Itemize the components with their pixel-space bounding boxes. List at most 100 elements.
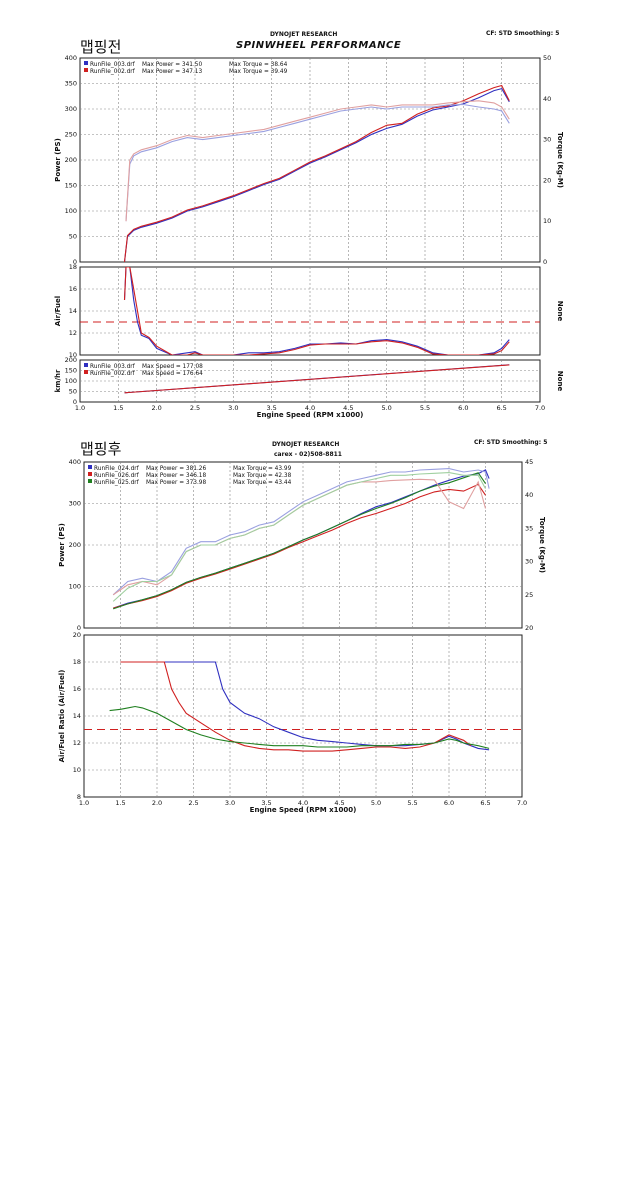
- legend-swatch: [84, 61, 88, 65]
- series-line-runfile-003-drf-torque: [125, 103, 510, 222]
- y-right-tick-label: 40: [525, 491, 533, 499]
- legend-name: RunFile_026.drf: [94, 473, 140, 479]
- y-tick-label: 14: [73, 712, 81, 720]
- y-tick-label: 16: [69, 285, 77, 293]
- legend-name: RunFile_025.drf: [94, 480, 140, 486]
- y-tick-label: 200: [69, 541, 81, 549]
- series-line-runfile-024-drf: [164, 661, 490, 751]
- x-tick-label: 3.0: [225, 799, 235, 807]
- y-tick-label: 400: [69, 458, 81, 466]
- x-tick-label: 4.0: [298, 799, 308, 807]
- chart-panel-bottom-power: [83, 461, 523, 629]
- series-line-runfile-003-drf-power: [123, 87, 510, 262]
- legend-max-power: Max Power = 373.98: [146, 480, 206, 486]
- legend-max-speed: Max Speed = 177.08: [142, 364, 203, 370]
- y-right-tick-label: 50: [543, 54, 551, 62]
- dynojet-header-bottom: DYNOJET RESEARCH: [272, 441, 340, 448]
- x-tick-label: 2.0: [151, 404, 161, 412]
- y-tick-label: 300: [65, 105, 77, 113]
- y-tick-label: 50: [69, 233, 77, 241]
- y-axis-label: Power (PS): [58, 523, 66, 567]
- y-tick-label: 400: [65, 54, 77, 62]
- legend-max-torque: Max Torque = 43.44: [233, 480, 292, 486]
- legend-name: RunFile_003.drf: [90, 62, 136, 68]
- y-tick-label: 50: [69, 388, 77, 396]
- y-tick-label: 0: [73, 398, 77, 406]
- chart-title-top: SPINWHEEL PERFORMANCE: [236, 40, 402, 51]
- y-tick-label: 100: [65, 377, 77, 385]
- y-tick-label: 16: [73, 685, 81, 693]
- y-tick-label: 20: [73, 631, 81, 639]
- legend-name: RunFile_002.drf: [90, 371, 136, 377]
- series-line-runfile-002-drf-torque: [125, 100, 510, 222]
- korean-label-before: 맵핑전: [80, 38, 122, 56]
- y-tick-label: 300: [69, 500, 81, 508]
- y-right-tick-label: 0: [543, 258, 547, 266]
- x-tick-label: 1.5: [115, 799, 125, 807]
- x-tick-label: 6.0: [458, 404, 468, 412]
- x-tick-label: 6.0: [444, 799, 454, 807]
- legend-max-power: Max Power = 341.50: [142, 62, 202, 68]
- legend-name: RunFile_024.drf: [94, 466, 140, 472]
- y-tick-label: 18: [73, 658, 81, 666]
- x-axis-label: Engine Speed (RPM x1000): [250, 806, 357, 814]
- legend-max-torque: Max Torque = 38.64: [229, 62, 288, 68]
- x-tick-label: 2.5: [188, 799, 198, 807]
- x-tick-label: 3.5: [261, 799, 271, 807]
- company-subheader: carex - 02)508-8811: [274, 451, 342, 458]
- y-axis-label: Air/Fuel Ratio (Air/Fuel): [58, 670, 66, 763]
- y-tick-label: 100: [65, 207, 77, 215]
- y-right-tick-label: 45: [525, 458, 533, 466]
- y-tick-label: 200: [65, 156, 77, 164]
- y-right-axis-label: Torque (Kg-M): [538, 517, 546, 573]
- legend-swatch: [84, 68, 88, 72]
- y-tick-label: 250: [65, 131, 77, 139]
- series-line-runfile-025-drf-power: [113, 472, 486, 610]
- x-tick-label: 6.5: [480, 799, 490, 807]
- y-right-tick-label: 10: [543, 217, 551, 225]
- series-line-runfile-002-drf: [123, 267, 510, 355]
- x-tick-label: 7.0: [535, 404, 545, 412]
- chart-panel-top-speed: [79, 359, 541, 403]
- y-tick-label: 100: [69, 583, 81, 591]
- series-line-runfile-025-drf-torque: [112, 472, 486, 602]
- y-tick-label: 18: [69, 263, 77, 271]
- x-tick-label: 4.5: [343, 404, 353, 412]
- x-axis-label: Engine Speed (RPM x1000): [257, 411, 364, 419]
- dynojet-header-top: DYNOJET RESEARCH: [270, 31, 338, 38]
- legend-swatch: [88, 465, 92, 469]
- chart-panel-bottom-afr: [83, 634, 523, 798]
- x-tick-label: 4.0: [305, 404, 315, 412]
- series-line-runfile-002-drf-power: [123, 84, 510, 262]
- legend-swatch: [88, 472, 92, 476]
- y-tick-label: 350: [65, 80, 77, 88]
- legend-name: RunFile_003.drf: [90, 364, 136, 370]
- legend-name: RunFile_002.drf: [90, 69, 136, 75]
- y-right-tick-label: 20: [525, 624, 533, 632]
- y-axis-label: Power (PS): [54, 138, 62, 182]
- x-tick-label: 7.0: [517, 799, 527, 807]
- y-right-tick-label: 25: [525, 591, 533, 599]
- series-line-runfile-002-drf: [124, 364, 510, 394]
- x-tick-label: 5.0: [381, 404, 391, 412]
- y-tick-label: 14: [69, 307, 77, 315]
- y-right-axis-label: None: [556, 301, 564, 322]
- cf-info-bottom: CF: STD Smoothing: 5: [474, 439, 548, 446]
- legend-swatch: [84, 363, 88, 367]
- y-tick-label: 12: [73, 739, 81, 747]
- x-tick-label: 1.5: [113, 404, 123, 412]
- y-tick-label: 150: [65, 182, 77, 190]
- y-right-tick-label: 30: [543, 136, 551, 144]
- korean-label-after: 맵핑후: [80, 440, 122, 458]
- series-line-runfile-026-drf-power: [113, 483, 486, 609]
- legend-max-power: Max Power = 347.13: [142, 69, 202, 75]
- y-tick-label: 200: [65, 356, 77, 364]
- y-right-axis-label: None: [556, 371, 564, 392]
- y-axis-label: km/hr: [54, 369, 62, 392]
- series-line-runfile-024-drf-torque: [112, 468, 490, 596]
- series-line-runfile-025-drf: [109, 705, 490, 749]
- legend-max-torque: Max Torque = 39.49: [229, 69, 288, 75]
- x-tick-label: 5.5: [407, 799, 417, 807]
- y-right-tick-label: 35: [525, 524, 533, 532]
